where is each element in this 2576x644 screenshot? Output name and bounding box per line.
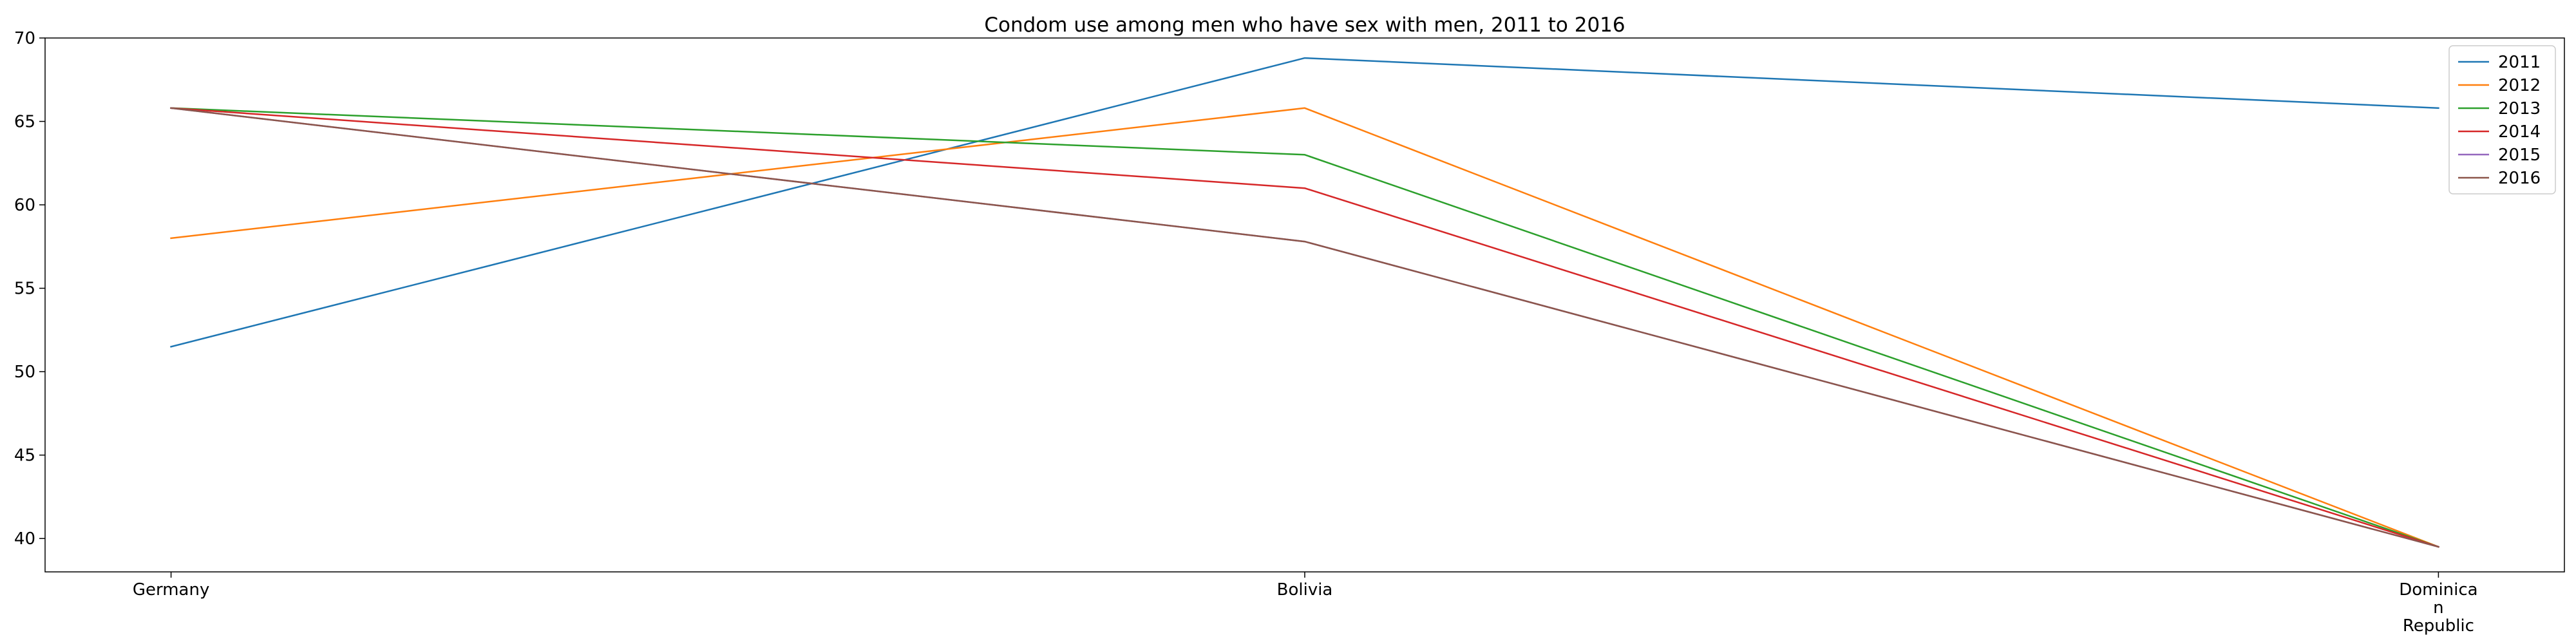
legend-label-2014: 2014 (2498, 122, 2541, 142)
legend-label-2016: 2016 (2498, 169, 2541, 188)
y-tick-label: 60 (14, 196, 35, 215)
x-tick-label-line: Germany (133, 580, 210, 600)
series-line-2016 (170, 107, 2439, 548)
legend-label-2012: 2012 (2498, 76, 2541, 95)
y-tick-label: 55 (14, 279, 35, 299)
x-tick-label: Bolivia (1277, 580, 1333, 600)
x-axis: Germany Bolivia Dominica n Republic (133, 572, 2478, 636)
y-tick-label: 45 (14, 446, 35, 466)
legend-label-2015: 2015 (2498, 146, 2541, 165)
series-line-2014 (170, 107, 2439, 548)
x-tick-label: Germany (133, 580, 210, 600)
y-tick-label: 40 (14, 529, 35, 549)
y-tick-label: 65 (14, 113, 35, 132)
x-tick-label-line: Republic (2403, 616, 2474, 636)
x-tick-label-line: n (2433, 598, 2443, 618)
x-tick-label-line: Bolivia (1277, 580, 1333, 600)
series-line-2012 (170, 107, 2440, 548)
x-tick-label: Dominica n Republic (2399, 580, 2477, 636)
series-line-2015 (170, 107, 2439, 548)
legend-box (2448, 45, 2556, 194)
legend-label-2011: 2011 (2498, 53, 2541, 72)
legend: 2011 2012 2013 2014 2015 2016 (2448, 45, 2556, 194)
legend-label-2013: 2013 (2498, 99, 2541, 118)
y-tick-label: 70 (14, 29, 35, 48)
y-tick-label: 50 (14, 363, 35, 382)
y-axis: 40 45 50 55 60 65 70 (14, 29, 45, 549)
series-layer (170, 57, 2440, 548)
series-line-2011 (170, 57, 2439, 348)
x-tick-label-line: Dominica (2399, 580, 2477, 600)
series-line-2013 (170, 107, 2439, 548)
chart-title: Condom use among men who have sex with m… (984, 14, 1625, 37)
